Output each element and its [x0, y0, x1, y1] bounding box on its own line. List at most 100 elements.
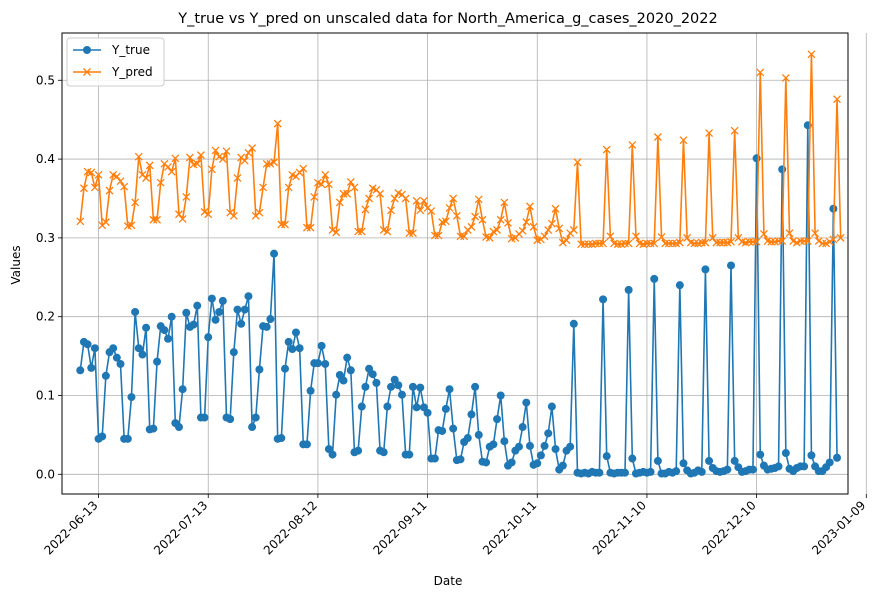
- data-point: [675, 238, 684, 247]
- data-point: [394, 381, 403, 390]
- data-point: [796, 237, 805, 246]
- data-point: [518, 226, 527, 235]
- data-point: [456, 232, 465, 241]
- legend-label: Y_pred: [111, 65, 153, 79]
- data-point: [423, 408, 432, 417]
- data-point: [408, 229, 417, 238]
- data-point: [255, 365, 264, 374]
- x-tick-label: 2022-12-10: [700, 498, 759, 557]
- data-point: [120, 182, 129, 191]
- data-point: [76, 217, 85, 226]
- data-point: [745, 237, 754, 246]
- data-point: [299, 164, 308, 173]
- x-tick-label: 2022-09-11: [370, 498, 429, 557]
- data-point: [672, 467, 681, 476]
- data-point: [328, 226, 337, 234]
- data-point: [255, 208, 264, 217]
- data-point: [149, 424, 158, 433]
- data-point: [716, 238, 725, 247]
- data-point: [602, 145, 611, 154]
- x-tick-label: 2022-06-13: [41, 498, 100, 557]
- data-point: [705, 129, 714, 138]
- data-point: [346, 177, 355, 186]
- data-point: [87, 363, 96, 372]
- data-point: [270, 249, 279, 258]
- data-point: [778, 237, 787, 246]
- y-tick-label: 0.1: [36, 388, 55, 402]
- data-point: [207, 165, 216, 174]
- data-point: [262, 322, 271, 331]
- data-point: [471, 212, 480, 221]
- data-point: [624, 239, 633, 248]
- data-point: [774, 462, 783, 471]
- data-point: [83, 340, 92, 349]
- data-point: [621, 239, 629, 248]
- data-point: [620, 468, 629, 477]
- data-point: [226, 415, 235, 424]
- data-point: [171, 154, 180, 163]
- data-point: [354, 446, 363, 455]
- data-point: [200, 207, 209, 216]
- data-point: [504, 218, 512, 227]
- data-point: [657, 233, 666, 242]
- data-point: [613, 240, 622, 249]
- data-point: [408, 382, 417, 391]
- data-point: [580, 240, 589, 249]
- data-point: [712, 238, 721, 247]
- data-point: [522, 218, 531, 227]
- data-point: [829, 204, 838, 213]
- data-point: [153, 215, 162, 224]
- data-point: [723, 465, 732, 474]
- data-point: [218, 155, 227, 164]
- data-point: [493, 226, 502, 234]
- data-point: [164, 163, 172, 171]
- data-point: [493, 415, 502, 424]
- data-point: [281, 220, 289, 229]
- data-point: [412, 403, 421, 412]
- data-point: [215, 307, 224, 316]
- data-point: [595, 239, 604, 248]
- data-point: [449, 194, 458, 203]
- data-point: [632, 232, 640, 241]
- data-point: [416, 383, 425, 392]
- data-point: [357, 227, 366, 236]
- data-point: [317, 180, 326, 189]
- data-point: [781, 449, 790, 458]
- data-point: [193, 159, 202, 168]
- data-point: [800, 462, 809, 471]
- data-point: [142, 174, 151, 182]
- y-tick-label: 0.5: [36, 73, 55, 87]
- data-point: [416, 206, 425, 215]
- data-point: [558, 461, 567, 470]
- data-point: [112, 172, 121, 181]
- data-point: [624, 285, 633, 294]
- data-point: [496, 391, 505, 400]
- series-line: [79, 124, 838, 475]
- data-point: [332, 228, 341, 237]
- data-point: [730, 456, 739, 465]
- data-point: [317, 341, 326, 350]
- data-point: [211, 315, 220, 324]
- data-point: [814, 237, 823, 246]
- data-point: [207, 294, 216, 303]
- data-point: [456, 455, 465, 464]
- data-point: [419, 196, 428, 205]
- data-point: [357, 402, 366, 411]
- data-point: [467, 410, 476, 419]
- data-point: [248, 423, 257, 432]
- data-point: [752, 154, 761, 163]
- data-point: [653, 133, 662, 141]
- data-point: [628, 140, 637, 149]
- y-tick-label: 0.2: [36, 310, 55, 324]
- data-point: [606, 232, 615, 241]
- data-point: [730, 126, 739, 135]
- data-point: [785, 229, 794, 238]
- data-point: [540, 232, 549, 241]
- data-point: [229, 348, 238, 357]
- data-point: [573, 158, 582, 167]
- data-point: [222, 147, 231, 156]
- data-point: [719, 238, 728, 247]
- data-point: [401, 194, 410, 203]
- data-point: [94, 170, 103, 179]
